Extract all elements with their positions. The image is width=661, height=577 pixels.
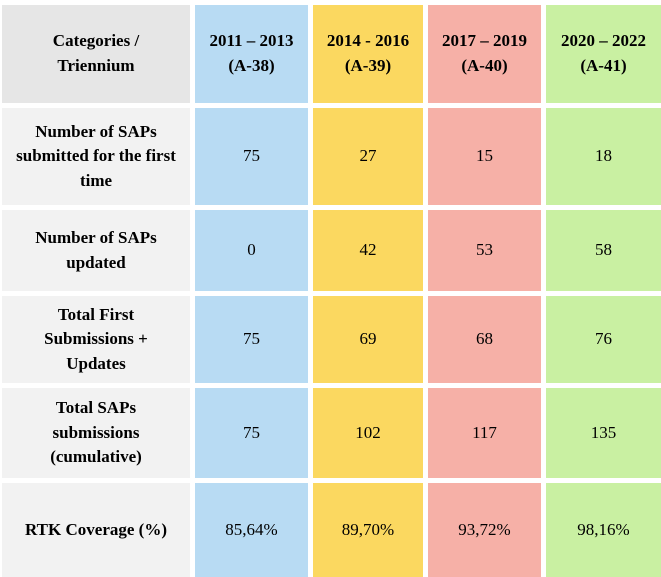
row-label-cell: Number of SAPs updated <box>2 210 190 291</box>
value-cell: 42 <box>313 210 423 291</box>
value-cell: 75 <box>195 296 308 383</box>
value-cell: 93,72% <box>428 483 541 577</box>
value-cell: 18 <box>546 108 661 205</box>
row-label-cell: Total SAPs submissions (cumulative) <box>2 388 190 478</box>
triennium-header-cell-a-41: 2020 – 2022 (A-41) <box>546 5 661 103</box>
value-cell: 53 <box>428 210 541 291</box>
triennium-header-cell-a-40: 2017 – 2019 (A-40) <box>428 5 541 103</box>
triennium-header-cell-a-39: 2014 - 2016 (A-39) <box>313 5 423 103</box>
row-label-cell: RTK Coverage (%) <box>2 483 190 577</box>
row-label-cell: Total First Submissions + Updates <box>2 296 190 383</box>
value-cell: 68 <box>428 296 541 383</box>
triennium-header-cell-a-38: 2011 – 2013 (A-38) <box>195 5 308 103</box>
value-cell: 85,64% <box>195 483 308 577</box>
value-cell: 75 <box>195 388 308 478</box>
value-cell: 135 <box>546 388 661 478</box>
value-cell: 76 <box>546 296 661 383</box>
value-cell: 15 <box>428 108 541 205</box>
value-cell: 27 <box>313 108 423 205</box>
value-cell: 98,16% <box>546 483 661 577</box>
value-cell: 58 <box>546 210 661 291</box>
value-cell: 89,70% <box>313 483 423 577</box>
value-cell: 0 <box>195 210 308 291</box>
row-label-cell: Number of SAPs submitted for the first t… <box>2 108 190 205</box>
value-cell: 75 <box>195 108 308 205</box>
value-cell: 69 <box>313 296 423 383</box>
value-cell: 102 <box>313 388 423 478</box>
corner-header-cell: Categories / Triennium <box>2 5 190 103</box>
value-cell: 117 <box>428 388 541 478</box>
